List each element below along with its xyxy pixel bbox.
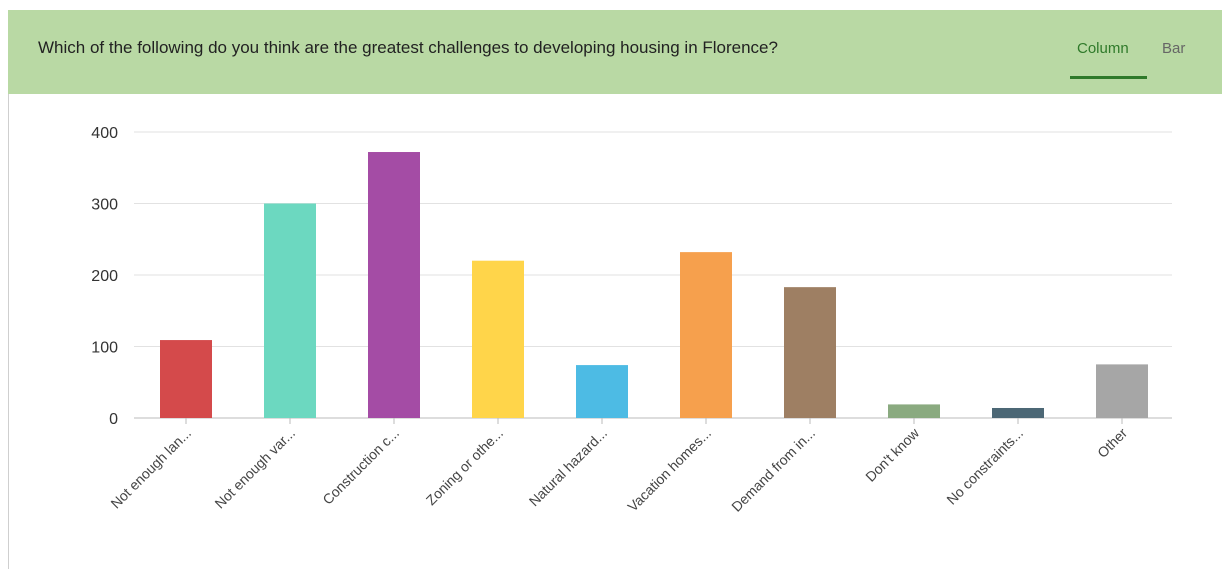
x-tick-label: Vacation homes... [624, 425, 714, 515]
x-tick-label: Not enough lan... [107, 425, 194, 512]
x-tick-label: Other [1094, 425, 1130, 461]
question-title: Which of the following do you think are … [38, 38, 778, 57]
bar[interactable] [576, 365, 628, 418]
y-tick-label: 0 [109, 411, 118, 428]
bar[interactable] [784, 287, 836, 418]
active-tab-indicator [1070, 76, 1147, 79]
x-tick-label: Construction c... [319, 425, 402, 508]
bar[interactable] [888, 404, 940, 418]
tab-column[interactable]: Column [1077, 40, 1129, 57]
x-tick-label: Natural hazard... [526, 425, 610, 509]
y-axis-ticks: 0 100 200 300 400 [91, 125, 118, 428]
x-tick-label: Not enough var... [211, 425, 298, 512]
bar[interactable] [368, 152, 420, 418]
x-tick-label: Zoning or othe... [423, 425, 506, 508]
bar[interactable] [680, 252, 732, 418]
question-header: Which of the following do you think are … [8, 10, 1222, 94]
x-tick-label: Demand from in... [728, 425, 818, 515]
x-axis-labels: Not enough lan... Not enough var... Constr… [107, 418, 1130, 515]
x-tick-label: No constraints... [943, 425, 1026, 508]
bar[interactable] [472, 260, 524, 418]
bar[interactable] [992, 407, 1044, 418]
x-tick-label: Don't know [862, 424, 923, 485]
y-tick-label: 400 [91, 125, 118, 142]
chart-card [8, 10, 1222, 569]
bar[interactable] [160, 340, 212, 418]
y-tick-label: 200 [91, 268, 118, 285]
bar[interactable] [264, 203, 316, 419]
bars [160, 152, 1148, 418]
tab-bar[interactable]: Bar [1162, 40, 1186, 57]
y-tick-label: 100 [91, 340, 118, 357]
y-tick-label: 300 [91, 197, 118, 214]
bar[interactable] [1096, 364, 1148, 418]
